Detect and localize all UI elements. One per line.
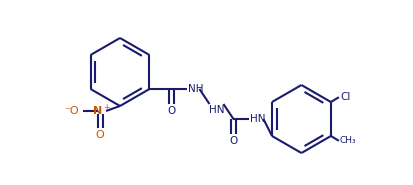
Text: ⁻O: ⁻O xyxy=(64,106,79,116)
Text: O: O xyxy=(167,106,176,116)
Text: NH: NH xyxy=(188,84,204,94)
Text: HN: HN xyxy=(250,114,266,124)
Text: Cl: Cl xyxy=(340,92,350,102)
Text: O: O xyxy=(229,136,237,146)
Text: CH₃: CH₃ xyxy=(340,136,356,145)
Text: HN: HN xyxy=(209,105,225,115)
Text: O: O xyxy=(96,130,104,140)
Text: N: N xyxy=(93,106,102,116)
Text: +: + xyxy=(103,102,109,112)
